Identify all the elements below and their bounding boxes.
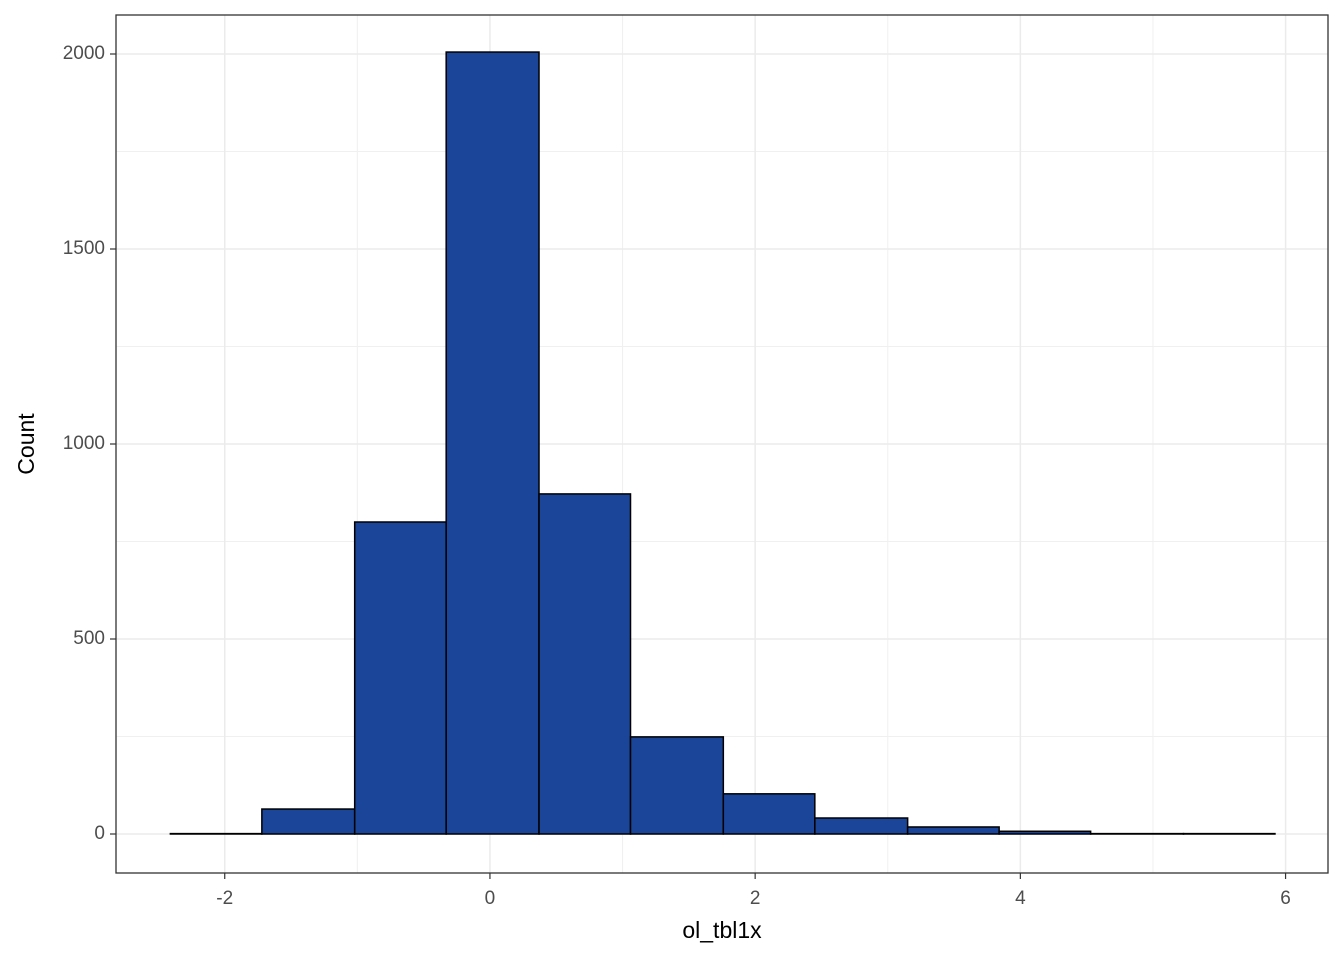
panel-border [115, 14, 1329, 874]
bar [722, 793, 816, 835]
y-tick-label: 2000 [63, 43, 105, 64]
bar [445, 51, 540, 835]
y-axis-title: Count [13, 413, 39, 475]
bar [538, 493, 632, 835]
y-tick-label: 1000 [63, 433, 105, 454]
bar [261, 808, 356, 835]
x-tick-label: -2 [216, 888, 233, 909]
bar [353, 521, 447, 835]
bar [629, 736, 725, 835]
x-axis-title: ol_tbl1x [682, 917, 762, 943]
bar [814, 817, 909, 835]
y-tick-label: 500 [73, 628, 105, 649]
bar [998, 830, 1092, 835]
y-tick-label: 1500 [63, 238, 105, 259]
x-tick-label: 2 [750, 888, 761, 909]
y-tick-label: 0 [94, 823, 105, 844]
x-tick-label: 4 [1015, 888, 1026, 909]
bar [906, 826, 1000, 835]
x-tick-label: 0 [485, 888, 496, 909]
x-tick-label: 6 [1280, 888, 1291, 909]
